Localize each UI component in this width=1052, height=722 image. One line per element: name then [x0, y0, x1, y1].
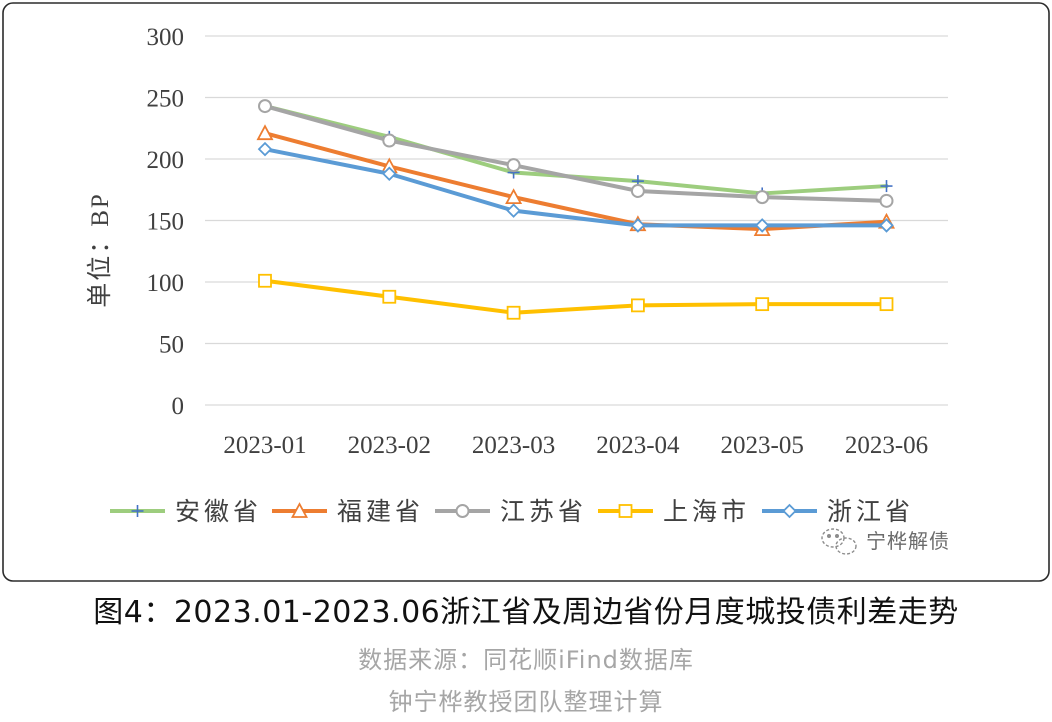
- data-point: [879, 297, 894, 312]
- diamond-marker: [382, 166, 397, 182]
- circle-marker: [630, 183, 645, 198]
- gridlines: [205, 35, 948, 406]
- legend-label: 上海市: [663, 498, 750, 526]
- diamond-marker: [754, 218, 770, 233]
- legend: 安徽省 福建省 江苏省 上海市 浙江省: [110, 498, 914, 526]
- circle-marker: [382, 133, 397, 148]
- y-axis-label: 单位：BP: [86, 192, 114, 308]
- series-line: [263, 131, 889, 232]
- wechat-logo-icon: [821, 528, 857, 555]
- circle-marker: [258, 99, 272, 114]
- square-marker: [631, 298, 645, 313]
- circle-marker: [455, 504, 470, 518]
- circle-marker: [755, 190, 770, 205]
- data-point: [506, 158, 521, 173]
- triangle-marker: [256, 124, 274, 141]
- circle-marker: [879, 193, 894, 208]
- legend-label: 浙江省: [827, 498, 914, 526]
- square-marker: [879, 297, 894, 312]
- series-5: [257, 141, 894, 233]
- legend-marker: [131, 505, 144, 517]
- series-line: [263, 278, 889, 315]
- square-marker: [258, 273, 272, 288]
- data-point: [631, 298, 645, 313]
- data-point: [630, 218, 646, 233]
- diamond-marker: [257, 141, 273, 157]
- y-tick-label: 100: [147, 270, 185, 297]
- y-tick-label: 250: [147, 86, 185, 113]
- watermark: 宁桦解债: [821, 528, 950, 555]
- legend-marker: [618, 504, 633, 518]
- credit-note: 钟宁桦教授团队整理计算: [388, 688, 664, 716]
- diamond-marker: [879, 218, 894, 233]
- data-point: [382, 289, 397, 304]
- diamond-marker: [630, 218, 646, 233]
- data-point: [257, 141, 273, 157]
- figure-caption: 图4：2023.01-2023.06浙江省及周边省份月度城投债利差走势: [93, 595, 959, 630]
- x-tick-label: 2023-06: [845, 432, 928, 459]
- legend-label: 福建省: [337, 498, 424, 526]
- series-line: [263, 104, 889, 203]
- x-tick-label: 2023-02: [348, 432, 431, 459]
- data-point: [754, 218, 770, 233]
- data-point: [382, 166, 397, 182]
- triangle-marker: [290, 502, 309, 518]
- data-point: [506, 203, 521, 218]
- data-point: [755, 297, 770, 312]
- square-marker: [382, 289, 397, 304]
- y-tick-label: 0: [172, 393, 185, 420]
- data-source-note: 数据来源：同花顺iFind数据库: [358, 646, 694, 674]
- line-chart: 0 50 100 150 200 250 300 2023-01 2023-02 2023-03 2…: [2, 2, 1050, 582]
- y-tick-label: 150: [147, 209, 185, 236]
- data-point: [505, 188, 523, 205]
- diamond-marker: [782, 503, 797, 519]
- series: [256, 99, 896, 320]
- legend-item: 福建省: [272, 498, 424, 526]
- square-marker: [506, 305, 521, 320]
- diamond-marker: [506, 203, 521, 218]
- legend-marker: [455, 504, 470, 518]
- series-4: [258, 273, 894, 320]
- legend-marker: [290, 502, 309, 518]
- data-point: [879, 193, 894, 208]
- x-tick-label: 2023-04: [596, 432, 680, 459]
- legend-item: 安徽省: [110, 498, 262, 526]
- data-point: [258, 273, 272, 288]
- legend-item: 江苏省: [435, 498, 587, 526]
- square-marker: [755, 297, 770, 312]
- square-marker: [618, 504, 633, 518]
- triangle-marker: [505, 188, 523, 205]
- x-tick-label: 2023-05: [721, 432, 804, 459]
- legend-label: 安徽省: [175, 498, 262, 526]
- y-tick-label: 300: [147, 24, 185, 51]
- legend-item: 上海市: [598, 498, 750, 526]
- circle-marker: [506, 158, 521, 173]
- x-tick-label: 2023-03: [472, 432, 555, 459]
- legend-item: 浙江省: [762, 498, 914, 526]
- x-tick-label: 2023-01: [223, 432, 306, 459]
- data-point: [506, 305, 521, 320]
- series-line: [263, 147, 889, 228]
- data-point: [879, 218, 894, 233]
- data-point: [382, 133, 397, 148]
- y-tick-label: 200: [147, 147, 185, 174]
- data-point: [630, 183, 645, 198]
- y-tick-label: 50: [159, 332, 184, 359]
- data-point: [880, 180, 893, 193]
- legend-marker: [782, 503, 797, 519]
- data-point: [256, 124, 274, 141]
- legend-label: 江苏省: [500, 498, 587, 526]
- series-3: [258, 99, 894, 208]
- data-point: [755, 190, 770, 205]
- watermark-text: 宁桦解债: [866, 529, 950, 553]
- data-point: [258, 99, 272, 114]
- axes: 0 50 100 150 200 250 300 2023-01 2023-02 2023-03 2…: [86, 24, 928, 459]
